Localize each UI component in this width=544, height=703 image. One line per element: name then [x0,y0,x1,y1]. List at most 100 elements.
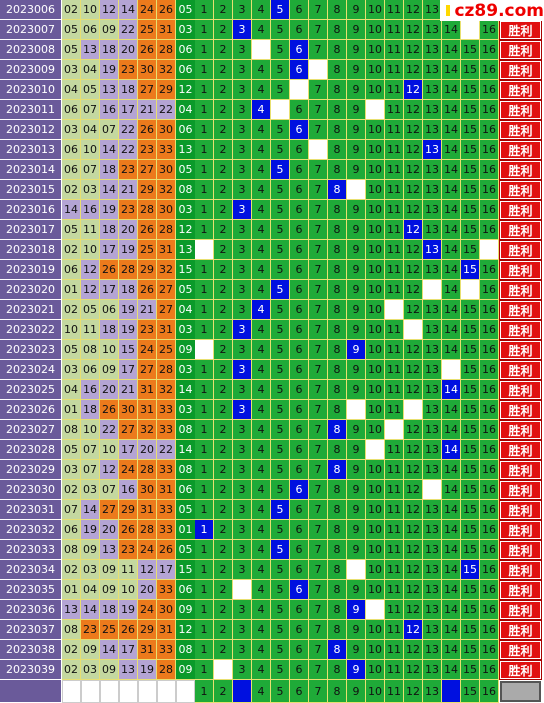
trend-cell: 9 [347,520,366,540]
win-button[interactable]: 胜利 [499,580,542,600]
trend-cell: 10 [366,660,385,680]
win-button[interactable]: 胜利 [499,300,542,320]
trend-cell: 3 [233,500,252,520]
blue-ball: 09 [176,600,196,620]
issue-number: 2023029 [0,460,62,480]
blue-ball: 12 [176,220,196,240]
trend-cell: 7 [309,240,328,260]
win-button[interactable]: 胜利 [499,320,542,340]
trend-cell: 14 [442,600,461,620]
win-button[interactable]: 胜利 [499,160,542,180]
win-button[interactable]: 胜利 [499,240,542,260]
win-button[interactable]: 胜利 [499,500,542,520]
trend-cell: 2 [214,360,233,380]
win-button[interactable]: 胜利 [499,540,542,560]
trend-cell: 11 [385,160,404,180]
red-ball: 21 [119,180,138,200]
trend-cell: 1 [195,100,214,120]
red-ball: 19 [81,520,100,540]
red-ball: 13 [81,40,100,60]
trend-cell: 13 [423,460,442,480]
win-button[interactable]: 胜利 [499,20,542,40]
red-ball: 32 [157,60,176,80]
win-button[interactable]: 胜利 [499,400,542,420]
win-button[interactable]: 胜利 [499,40,542,60]
win-button[interactable]: 胜利 [499,440,542,460]
trend-cell: 8 [328,220,347,240]
red-ball: 26 [138,40,157,60]
win-button[interactable]: 胜利 [499,280,542,300]
red-ball: 04 [62,380,81,400]
blue-ball: 05 [176,280,196,300]
win-button[interactable]: 胜利 [499,480,542,500]
trend-cell: 4 [252,500,271,520]
red-ball: 06 [100,300,119,320]
trend-cell: 7 [309,400,328,420]
trend-cell: 6 [290,180,309,200]
win-button[interactable]: 胜利 [499,220,542,240]
trend-cell: 3 [233,400,252,420]
red-ball: 14 [100,140,119,160]
red-ball: 26 [119,620,138,640]
red-ball: 09 [81,640,100,660]
red-ball: 09 [100,660,119,680]
trend-cell: 8 [328,160,347,180]
red-ball: 25 [157,340,176,360]
trend-cell: 11 [385,660,404,680]
win-button[interactable]: 胜利 [499,560,542,580]
win-button[interactable]: 胜利 [499,200,542,220]
win-button[interactable]: 胜利 [499,640,542,660]
win-button[interactable]: 胜利 [499,360,542,380]
win-button[interactable]: 胜利 [499,460,542,480]
trend-cell: 12 [404,360,423,380]
win-button[interactable]: 胜利 [499,340,542,360]
win-button[interactable]: 胜利 [499,60,542,80]
red-ball: 26 [157,540,176,560]
trend-cell [347,180,366,200]
issue-number: 2023015 [0,180,62,200]
red-ball: 10 [100,440,119,460]
trend-cell: 12 [404,500,423,520]
red-ball: 33 [157,140,176,160]
trend-cell: 7 [309,500,328,520]
trend-cell: 5 [271,440,290,460]
win-button[interactable]: 胜利 [499,660,542,680]
win-button[interactable]: 胜利 [499,620,542,640]
trend-cell: 8 [328,640,347,660]
trend-cell: 12 [404,460,423,480]
trend-cell [271,100,290,120]
trend-cell: 12 [404,160,423,180]
trend-cell: 14 [442,80,461,100]
trend-cell: 1 [195,80,214,100]
trend-cell: 15 [461,140,480,160]
win-button[interactable]: 胜利 [499,80,542,100]
trend-cell: 3 [233,520,252,540]
trend-cell: 11 [385,400,404,420]
red-ball: 12 [100,0,119,20]
trend-cell: 6 [290,20,309,40]
red-ball: 23 [138,140,157,160]
red-ball: 07 [100,480,119,500]
trend-cell: 16 [480,160,499,180]
red-ball: 03 [81,180,100,200]
win-button[interactable]: 胜利 [499,380,542,400]
trend-cell: 15 [461,540,480,560]
trend-cell [347,400,366,420]
trend-cell: 6 [290,0,309,20]
trend-cell: 4 [252,20,271,40]
trend-cell: 4 [252,140,271,160]
trend-cell: 13 [423,300,442,320]
win-button[interactable]: 胜利 [499,140,542,160]
red-ball: 23 [119,200,138,220]
win-button[interactable]: 胜利 [499,420,542,440]
footer-cell: 4 [252,680,271,703]
win-button[interactable]: 胜利 [499,520,542,540]
win-button[interactable]: 胜利 [499,120,542,140]
win-button[interactable]: 胜利 [499,260,542,280]
win-button[interactable]: 胜利 [499,180,542,200]
win-button[interactable]: 胜利 [499,600,542,620]
trend-cell: 2 [214,600,233,620]
win-button[interactable]: 胜利 [499,100,542,120]
footer-cell: 11 [385,680,404,703]
red-ball: 15 [119,340,138,360]
